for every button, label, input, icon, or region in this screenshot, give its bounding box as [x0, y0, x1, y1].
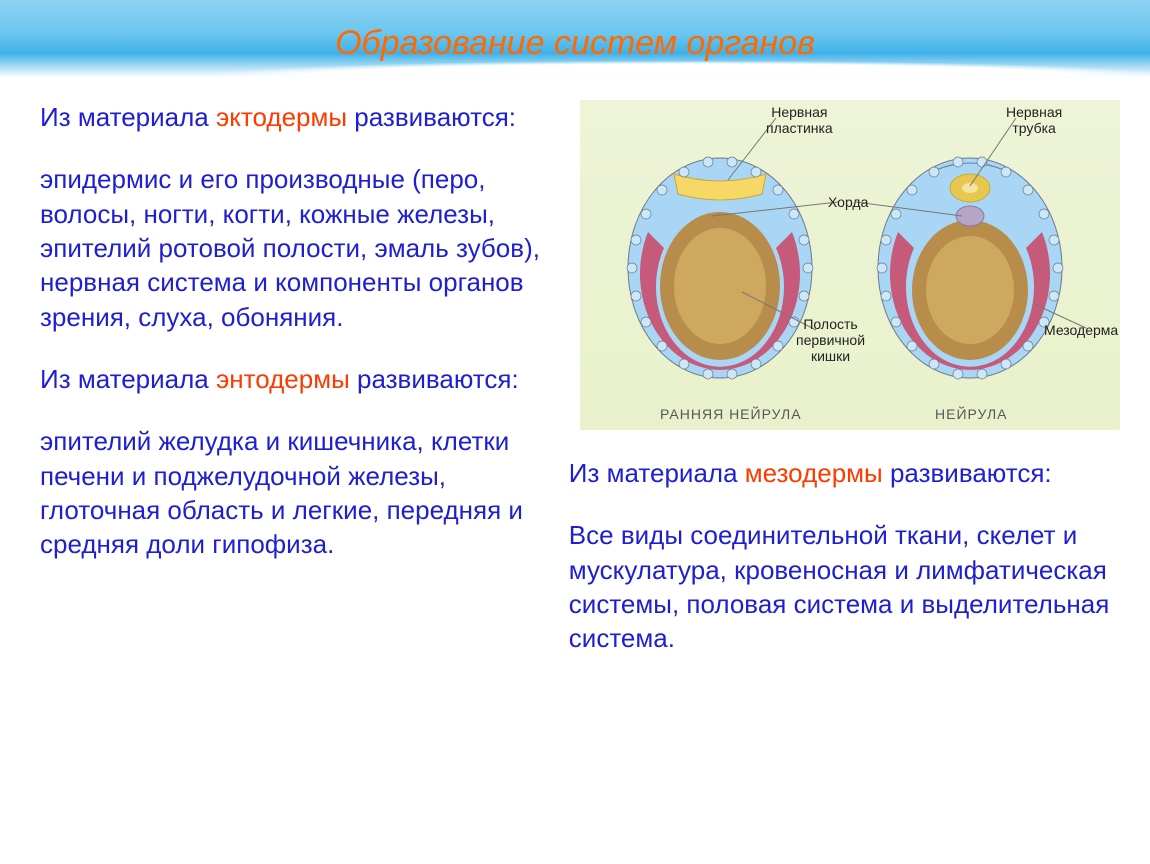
caption-neurula: НЕЙРУЛА — [935, 406, 1008, 422]
mesoderm-body: Все виды соединительной ткани, скелет и … — [569, 518, 1120, 655]
label-neural-plate: Нервнаяпластинка — [766, 104, 833, 136]
text: Из материала — [569, 458, 745, 488]
ectoderm-body: эпидермис и его производные (перо, волос… — [40, 162, 549, 334]
label-gut-cavity: Полостьпервичнойкишки — [796, 316, 865, 364]
mesoderm-hl: мезодермы — [745, 458, 883, 488]
endoderm-body: эпителий желудка и кишечника, клетки печ… — [40, 424, 549, 561]
ectoderm-hl: эктодермы — [216, 102, 347, 132]
caption-early-neurula: РАННЯЯ НЕЙРУЛА — [660, 406, 802, 422]
neurula-diagram: Нервнаяпластинка Нервнаятрубка Хорда Пол… — [580, 100, 1120, 430]
text: Из материала — [40, 102, 216, 132]
left-column: Из материала эктодермы развиваются: эпид… — [40, 100, 549, 844]
slide: Образование систем органов Из материала … — [0, 0, 1150, 864]
ectoderm-intro: Из материала эктодермы развиваются: — [40, 100, 549, 134]
content-area: Из материала эктодермы развиваются: эпид… — [40, 100, 1120, 844]
text: развиваются: — [883, 458, 1052, 488]
right-column: Нервнаяпластинка Нервнаятрубка Хорда Пол… — [569, 100, 1120, 844]
mesoderm-intro: Из материала мезодермы развиваются: — [569, 456, 1120, 490]
label-neural-tube: Нервнаятрубка — [1006, 104, 1062, 136]
endoderm-intro: Из материала энтодермы развиваются: — [40, 362, 549, 396]
endoderm-hl: энтодермы — [216, 364, 350, 394]
embryo-svg — [580, 100, 1120, 430]
label-chord: Хорда — [828, 194, 868, 210]
slide-title: Образование систем органов — [0, 24, 1150, 63]
text: Из материала — [40, 364, 216, 394]
text: развиваются: — [347, 102, 516, 132]
text: развиваются: — [350, 364, 519, 394]
label-mesoderm: Мезодерма — [1044, 322, 1118, 338]
